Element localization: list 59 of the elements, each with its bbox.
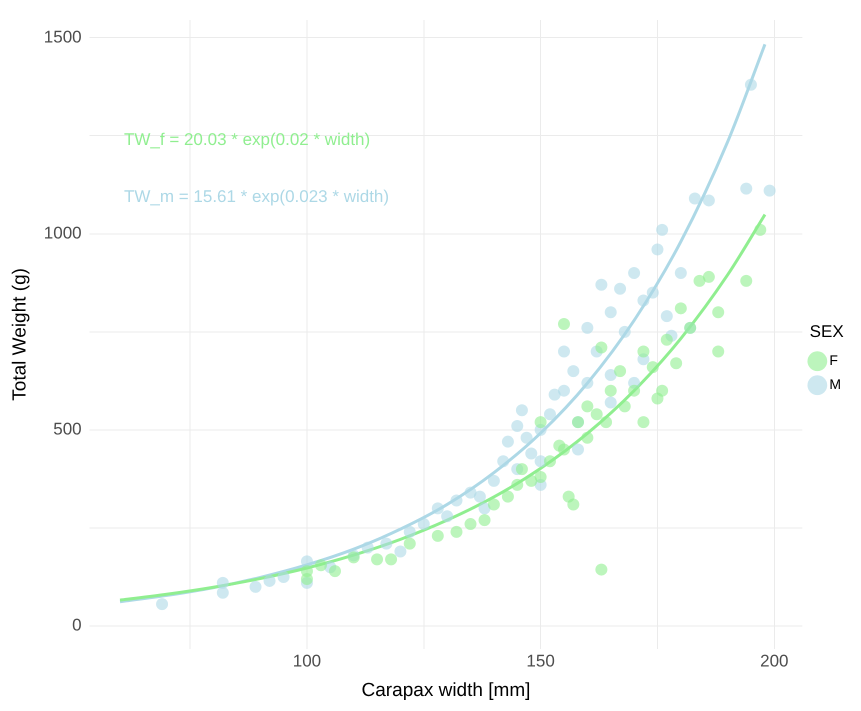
point: [581, 432, 594, 444]
point: [478, 514, 491, 526]
x-tick-label: 150: [526, 652, 555, 671]
point: [656, 384, 668, 397]
x-axis-title: Carapax width [mm]: [362, 680, 530, 701]
point: [328, 565, 341, 578]
point: [544, 455, 556, 468]
point: [740, 274, 752, 287]
point: [534, 470, 547, 483]
y-axis-title: Total Weight (g): [10, 268, 31, 401]
point: [604, 384, 617, 397]
point: [600, 416, 612, 428]
annotation: TW_f = 20.03 * exp(0.02 * width): [124, 130, 370, 150]
point: [595, 564, 608, 576]
point: [450, 526, 462, 538]
point: [646, 361, 659, 374]
point: [595, 342, 608, 354]
point: [581, 400, 594, 412]
point: [567, 498, 580, 510]
point: [525, 474, 538, 487]
point: [637, 345, 650, 358]
point: [511, 478, 524, 491]
point: [488, 498, 500, 510]
legend-title: SEX: [810, 322, 844, 341]
point: [314, 559, 327, 572]
y-tick-label: 1000: [44, 223, 82, 242]
point: [674, 302, 687, 314]
point: [502, 490, 514, 503]
x-tick-label: 200: [760, 652, 788, 671]
y-tick-label: 0: [72, 616, 82, 635]
point: [404, 538, 416, 550]
point: [702, 270, 715, 283]
point: [637, 416, 650, 428]
point: [432, 530, 444, 542]
point: [558, 318, 570, 330]
point: [385, 553, 398, 566]
legend-label: F: [829, 352, 838, 368]
point: [534, 416, 547, 428]
point: [712, 306, 724, 318]
x-tick-label: 100: [292, 652, 322, 671]
point: [660, 334, 673, 346]
point: [694, 274, 706, 287]
point: [590, 408, 603, 420]
point: [618, 400, 631, 412]
line-series: [118, 213, 766, 602]
point: [464, 518, 477, 530]
point: [516, 463, 528, 476]
point: [754, 224, 766, 236]
point: [300, 565, 313, 578]
point: [628, 384, 640, 397]
legend-label: M: [829, 376, 842, 392]
annotation: TW_m = 15.61 * exp(0.023 * width): [124, 187, 390, 207]
y-tick-label: 500: [53, 420, 82, 439]
point: [371, 553, 384, 566]
point: [558, 444, 570, 456]
point: [614, 365, 626, 378]
point: [670, 357, 682, 370]
y-tick-label: 1500: [44, 27, 82, 46]
point: [712, 345, 724, 358]
